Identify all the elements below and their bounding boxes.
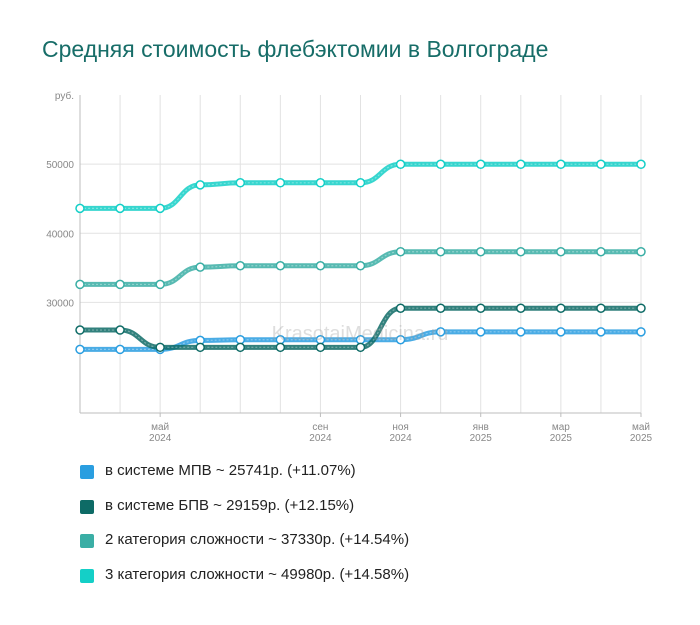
data-point xyxy=(516,303,526,313)
x-tick-label-month: май xyxy=(151,422,169,433)
data-point xyxy=(516,159,526,170)
x-tick-label-year: 2025 xyxy=(630,433,653,444)
data-point xyxy=(516,246,526,257)
legend-item[interactable]: 3 категория сложности ~ 49980р. (+14.58%… xyxy=(80,566,409,601)
x-tick-label-year: 2024 xyxy=(149,433,172,444)
data-point xyxy=(395,159,406,170)
data-point xyxy=(435,246,446,257)
data-point xyxy=(475,159,486,170)
data-point xyxy=(636,327,646,337)
data-point xyxy=(235,178,246,188)
y-tick-label: 30000 xyxy=(46,298,74,309)
legend-item[interactable]: в системе МПВ ~ 25741р. (+11.07%) xyxy=(80,462,409,497)
x-tick-label-month: янв xyxy=(473,422,489,433)
data-point xyxy=(315,342,326,353)
x-tick-label-year: 2024 xyxy=(309,433,332,444)
legend-label: 2 категория сложности ~ 37330р. (+14.54%… xyxy=(105,531,410,548)
data-point xyxy=(636,159,646,170)
data-point xyxy=(596,327,606,337)
data-point xyxy=(475,327,486,337)
legend-label: в системе МПВ ~ 25741р. (+11.07%) xyxy=(105,462,356,479)
data-point xyxy=(516,327,526,337)
legend-swatch xyxy=(80,499,94,514)
data-point xyxy=(155,342,165,353)
x-tick-label-month: ноя xyxy=(392,422,409,433)
y-tick-label: 50000 xyxy=(46,160,74,171)
data-point xyxy=(275,342,286,353)
data-point xyxy=(355,342,366,353)
data-point xyxy=(395,303,406,313)
data-point xyxy=(115,279,125,290)
data-point xyxy=(115,344,125,355)
data-point xyxy=(475,246,486,257)
data-point xyxy=(75,325,85,335)
data-point xyxy=(596,246,606,257)
line-chart: руб.300004000050000май2024сен2024ноя2024… xyxy=(46,90,653,444)
data-point xyxy=(235,342,246,353)
data-point xyxy=(315,178,326,188)
data-point xyxy=(556,159,566,170)
data-point xyxy=(596,303,606,313)
data-point xyxy=(355,261,366,271)
data-point xyxy=(275,178,286,188)
data-point xyxy=(395,246,406,257)
data-point xyxy=(395,334,406,345)
data-point xyxy=(75,203,85,214)
data-point xyxy=(355,178,366,188)
data-point xyxy=(636,246,646,257)
chart-legend: в системе МПВ ~ 25741р. (+11.07%) в систе… xyxy=(80,462,409,600)
y-axis-unit-label: руб. xyxy=(55,90,74,102)
x-tick-label-month: май xyxy=(632,422,650,433)
legend-swatch xyxy=(80,465,94,479)
data-point xyxy=(435,159,446,170)
data-point xyxy=(75,344,85,355)
data-point xyxy=(195,342,205,353)
data-point xyxy=(155,279,165,290)
data-point xyxy=(235,261,246,271)
data-point xyxy=(75,279,85,290)
x-tick-label-month: сен xyxy=(312,422,328,433)
data-point xyxy=(556,246,566,257)
data-point xyxy=(435,303,446,313)
chart-title: Средняя стоимость флебэктомии в Волгогра… xyxy=(42,36,549,62)
legend-label: в системе БПВ ~ 29159р. (+12.15%) xyxy=(105,496,355,514)
data-point xyxy=(195,180,205,190)
legend-item[interactable]: 2 категория сложности ~ 37330р. (+14.54%… xyxy=(80,531,409,566)
legend-swatch xyxy=(80,568,94,583)
watermark-text: KrasotaiMedicina.ru xyxy=(272,323,449,345)
data-point xyxy=(115,203,125,214)
data-point xyxy=(435,327,446,337)
legend-swatch xyxy=(80,534,94,548)
legend-label: 3 категория сложности ~ 49980р. (+14.58%… xyxy=(105,565,410,583)
data-point xyxy=(275,261,286,271)
data-point xyxy=(556,327,566,337)
data-point xyxy=(315,261,326,271)
x-tick-label-year: 2025 xyxy=(470,433,493,444)
data-point xyxy=(155,203,165,214)
x-tick-label-year: 2024 xyxy=(389,433,412,444)
data-point xyxy=(235,334,246,345)
y-tick-label: 40000 xyxy=(46,229,74,240)
data-point xyxy=(115,325,125,335)
x-tick-label-month: мар xyxy=(552,422,570,433)
data-point xyxy=(195,262,205,272)
legend-item[interactable]: в системе БПВ ~ 29159р. (+12.15%) xyxy=(80,497,409,532)
data-point xyxy=(596,159,606,170)
data-point xyxy=(636,303,646,313)
x-tick-label-year: 2025 xyxy=(550,433,573,444)
data-point xyxy=(475,303,486,313)
data-point xyxy=(556,303,566,313)
